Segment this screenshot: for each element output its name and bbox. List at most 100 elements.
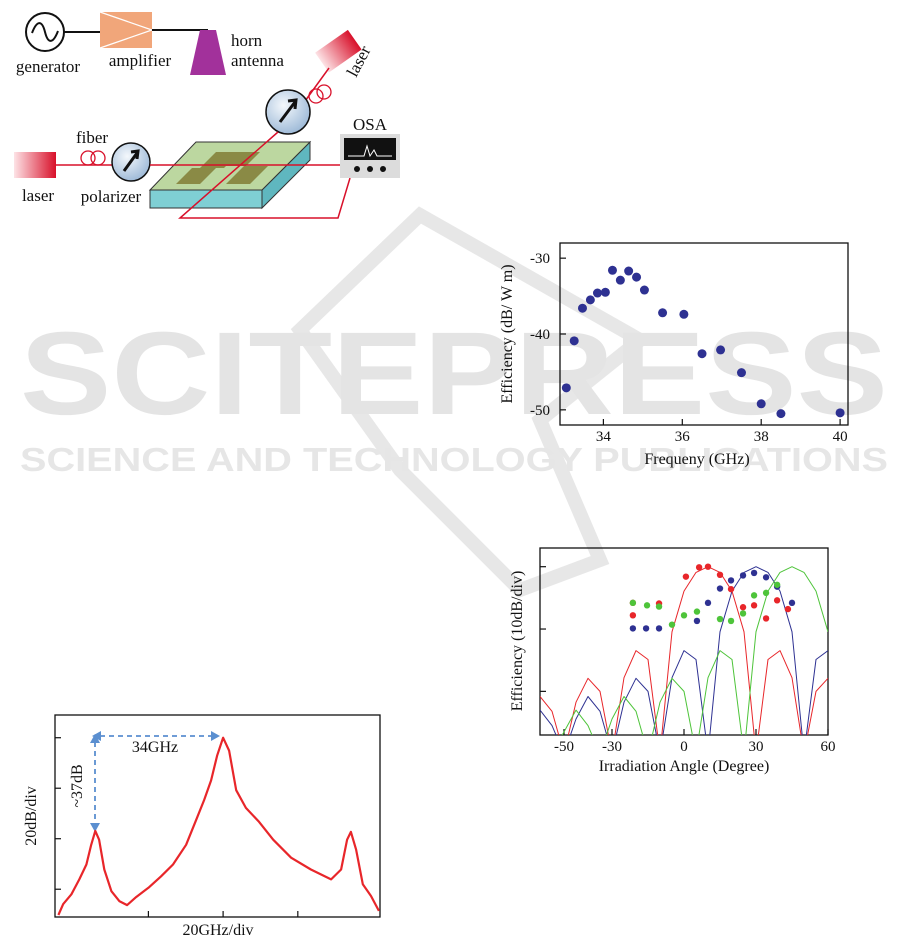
- data-point: [679, 309, 689, 319]
- data-point: [695, 564, 703, 571]
- x-tick-label: 30: [749, 739, 764, 755]
- data-point: [682, 573, 690, 580]
- watermark-subtitle: SCIENCE AND TECHNOLOGY PUBLICATIONS: [20, 441, 888, 478]
- data-point: [629, 625, 637, 632]
- data-point: [727, 617, 735, 625]
- fiber-coil: [80, 150, 106, 166]
- theory-curve: [540, 566, 828, 735]
- x-tick-label: 36: [675, 429, 691, 445]
- arrow-heads: [90, 731, 220, 832]
- data-point: [762, 574, 770, 581]
- y-axis-label: Efficiency (dB/ W m): [499, 264, 516, 403]
- label: laser: [22, 186, 54, 205]
- watermark: SCITEPRESS SCIENCE AND TECHNOLOGY PUBLIC…: [20, 206, 888, 599]
- plot-frame: [54, 714, 381, 918]
- data-point: [773, 581, 781, 588]
- annotation: ~37dB: [69, 764, 86, 807]
- watermark-swoosh: [290, 206, 653, 599]
- osa-screen: [344, 138, 396, 160]
- y-axis-label: Efficiency (10dB/div): [509, 571, 526, 712]
- data-point: [739, 610, 747, 617]
- data-point: [750, 569, 758, 577]
- data-point: [561, 383, 571, 393]
- y-tick-label: -40: [530, 327, 550, 343]
- data-point: [835, 408, 845, 418]
- annotation-arrows: [94, 735, 212, 826]
- y-tick-label: -50: [530, 403, 550, 419]
- y-tick-label: -30: [530, 251, 550, 267]
- data-point: [704, 563, 712, 570]
- data-point: [776, 409, 786, 419]
- label: OSA: [353, 115, 388, 134]
- data-point: [773, 597, 781, 604]
- data-point: [624, 266, 634, 276]
- charts: 34 36 38 40 -30 -40 -50 Frequeny (GHz) Efficienc…: [23, 242, 849, 939]
- data-point: [727, 585, 735, 593]
- x-tick-label: -30: [602, 739, 622, 755]
- data-point: [629, 599, 637, 607]
- setup-diagram: generator amplifier horn antenna laser l…: [14, 11, 400, 219]
- data-point: [739, 604, 747, 611]
- data-point: [736, 368, 746, 378]
- data-point: [615, 275, 625, 285]
- optical-path: [178, 131, 351, 219]
- data-point: [600, 287, 610, 297]
- data-point: [643, 602, 651, 609]
- data-point: [739, 572, 747, 579]
- label: horn: [231, 31, 263, 50]
- theory-curve: [561, 566, 828, 735]
- label: amplifier: [109, 51, 172, 70]
- x-tick-label: 60: [821, 739, 836, 755]
- osa-trace: [348, 144, 392, 158]
- osa-knob: [380, 166, 386, 172]
- x-axis-label: 20GHz/div: [182, 922, 253, 939]
- data-point: [577, 303, 587, 313]
- data-point: [655, 603, 663, 610]
- data-point: [697, 349, 707, 359]
- data-point: [607, 265, 617, 275]
- data-point: [716, 571, 724, 579]
- label: generator: [16, 57, 81, 76]
- data-point: [704, 599, 712, 607]
- data-point: [788, 599, 796, 607]
- data-point: [585, 295, 595, 305]
- data-point: [592, 288, 602, 298]
- data-point: [762, 615, 770, 622]
- fiber-coil: [308, 84, 332, 104]
- data-point: [693, 608, 701, 615]
- data-point: [750, 592, 758, 599]
- y-axis-label: 20dB/div: [23, 786, 40, 846]
- amplifier-icon: [100, 12, 152, 48]
- x-axis-label: Frequeny (GHz): [644, 451, 749, 468]
- x-tick-label: 40: [833, 429, 848, 445]
- x-tick-label: 38: [754, 429, 769, 445]
- data-point: [680, 612, 688, 619]
- theory-curve: [540, 566, 828, 735]
- data-point: [716, 345, 726, 355]
- osa-knob: [367, 166, 373, 172]
- data-point: [629, 612, 637, 619]
- data-point: [655, 625, 663, 632]
- horn-antenna-icon: [190, 30, 226, 75]
- label: polarizer: [81, 187, 142, 206]
- data-point: [668, 621, 676, 628]
- polarizer-arrow: [278, 98, 298, 123]
- data-point: [642, 625, 650, 632]
- data-point: [632, 272, 642, 282]
- data-point: [727, 577, 735, 584]
- x-tick-label: 34: [596, 429, 612, 445]
- polarizer-arrow: [122, 149, 140, 172]
- data-point: [762, 589, 770, 597]
- substrate-front: [149, 189, 263, 209]
- spectrum-line: [57, 736, 380, 916]
- label: fiber: [76, 128, 108, 147]
- osa-knob: [354, 166, 360, 172]
- x-tick-label: 0: [680, 739, 688, 755]
- x-axis-label: Irradiation Angle (Degree): [599, 758, 770, 775]
- data-point: [639, 285, 649, 295]
- data-point: [716, 585, 724, 592]
- data-point: [784, 605, 792, 613]
- x-tick-label: -50: [554, 739, 574, 755]
